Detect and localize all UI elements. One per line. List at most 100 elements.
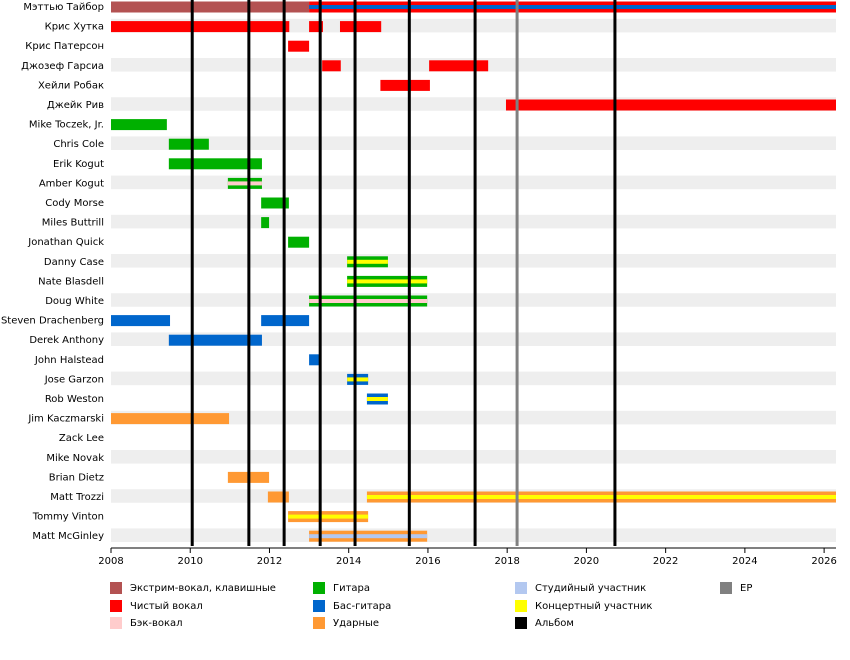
member-label: Nate Blasdell <box>38 276 104 287</box>
member-label: Miles Buttrill <box>42 218 104 229</box>
member-label: Zack Lee <box>59 433 104 444</box>
member-bar <box>168 158 262 170</box>
member-bar <box>111 315 171 327</box>
x-tick-label: 2020 <box>574 556 599 567</box>
x-tick-label: 2014 <box>336 556 361 567</box>
member-bar <box>168 138 209 150</box>
legend-label: EP <box>740 583 752 594</box>
member-label: Steven Drachenberg <box>1 316 104 327</box>
member-label: Джейк Рив <box>47 100 104 111</box>
member-label: Chris Cole <box>53 139 104 150</box>
legend-swatch <box>515 600 527 612</box>
member-bar-stripe <box>309 299 428 303</box>
member-label: Jonathan Quick <box>27 237 104 248</box>
member-bar <box>380 79 430 91</box>
member-label: Крис Хутка <box>45 22 104 33</box>
member-bar-stripe <box>366 397 388 401</box>
member-bar-stripe <box>347 259 388 264</box>
x-tick-label: 2022 <box>653 556 678 567</box>
legend-swatch <box>313 600 325 612</box>
legend-label: Альбом <box>535 618 574 629</box>
legend-label: Бас-гитара <box>333 601 391 612</box>
legend-label: Концертный участник <box>535 601 652 612</box>
legend-label: Ударные <box>333 618 379 629</box>
member-bar-stripe <box>227 181 262 186</box>
x-tick-label: 2012 <box>257 556 282 567</box>
member-label: Matt McGinley <box>32 531 104 542</box>
member-bar <box>288 40 310 52</box>
member-bar-stripe <box>309 5 837 9</box>
member-label: Mike Toczek, Jr. <box>29 120 104 131</box>
member-bar <box>168 334 262 346</box>
x-tick-label: 2008 <box>98 556 123 567</box>
member-bar <box>261 217 270 229</box>
member-bar-stripe <box>288 514 369 519</box>
legend-label: Бэк-вокал <box>130 618 183 629</box>
row-band <box>111 18 836 33</box>
legend-label: Гитара <box>333 583 370 594</box>
legend-swatch <box>515 582 527 594</box>
legend-swatch <box>313 582 325 594</box>
member-bar-stripe <box>347 377 369 382</box>
row-band <box>111 528 836 542</box>
member-bar-stripe <box>309 534 428 539</box>
row-band <box>111 254 836 268</box>
member-label: Danny Case <box>44 257 104 268</box>
legend-swatch <box>313 617 325 629</box>
member-bar <box>429 60 489 72</box>
row-band <box>111 410 836 425</box>
legend-swatch <box>110 617 122 629</box>
x-tick-label: 2018 <box>494 556 519 567</box>
x-tick-label: 2010 <box>178 556 203 567</box>
member-bar <box>111 1 310 13</box>
member-label: Mike Novak <box>46 453 104 464</box>
legend-swatch <box>720 582 732 594</box>
member-label: Мэттью Тайбор <box>23 2 104 13</box>
row-band <box>111 293 836 307</box>
member-label: Rob Weston <box>45 394 104 405</box>
member-label: Derek Anthony <box>29 335 104 346</box>
member-label: Cody Morse <box>45 198 104 209</box>
member-label: Jim Kaczmarski <box>27 414 104 425</box>
legend-swatch <box>110 582 122 594</box>
member-bar <box>339 21 382 33</box>
member-bar <box>309 21 323 33</box>
member-label: Tommy Vinton <box>32 512 104 523</box>
member-label: Amber Kogut <box>39 178 104 189</box>
legend-label: Экстрим-вокал, клавишные <box>130 583 276 594</box>
member-bar <box>288 236 310 248</box>
row-band <box>111 371 836 386</box>
legend-label: Чистый вокал <box>130 601 203 612</box>
member-bar <box>267 491 289 503</box>
x-tick-label: 2016 <box>415 556 440 567</box>
x-tick-label: 2024 <box>732 556 757 567</box>
row-band <box>111 450 836 464</box>
member-label: John Halstead <box>34 355 104 366</box>
member-bar <box>261 197 289 209</box>
member-bar <box>322 60 341 72</box>
row-band <box>111 332 836 346</box>
member-bar-stripe <box>347 279 428 284</box>
member-label: Крис Патерсон <box>25 41 104 52</box>
member-label: Erik Kogut <box>53 159 104 170</box>
member-label: Doug White <box>45 296 104 307</box>
member-label: Jose Garzon <box>44 374 104 385</box>
member-bar <box>309 354 319 366</box>
legend-swatch <box>515 617 527 629</box>
row-band <box>111 214 836 229</box>
x-tick-label: 2026 <box>811 556 836 567</box>
member-label: Джозеф Гарсиа <box>21 61 104 72</box>
member-bar <box>111 119 167 131</box>
member-label: Matt Trozzi <box>50 492 104 503</box>
legend-label: Студийный участник <box>535 583 646 594</box>
member-label: Хейли Робак <box>38 80 104 91</box>
member-bar <box>111 413 230 425</box>
member-label: Brian Dietz <box>49 472 104 483</box>
member-bar <box>505 99 836 111</box>
legend-swatch <box>110 600 122 612</box>
member-bar-stripe <box>366 495 836 499</box>
row-band <box>111 175 836 190</box>
member-bar <box>111 21 290 33</box>
row-band <box>111 136 836 150</box>
